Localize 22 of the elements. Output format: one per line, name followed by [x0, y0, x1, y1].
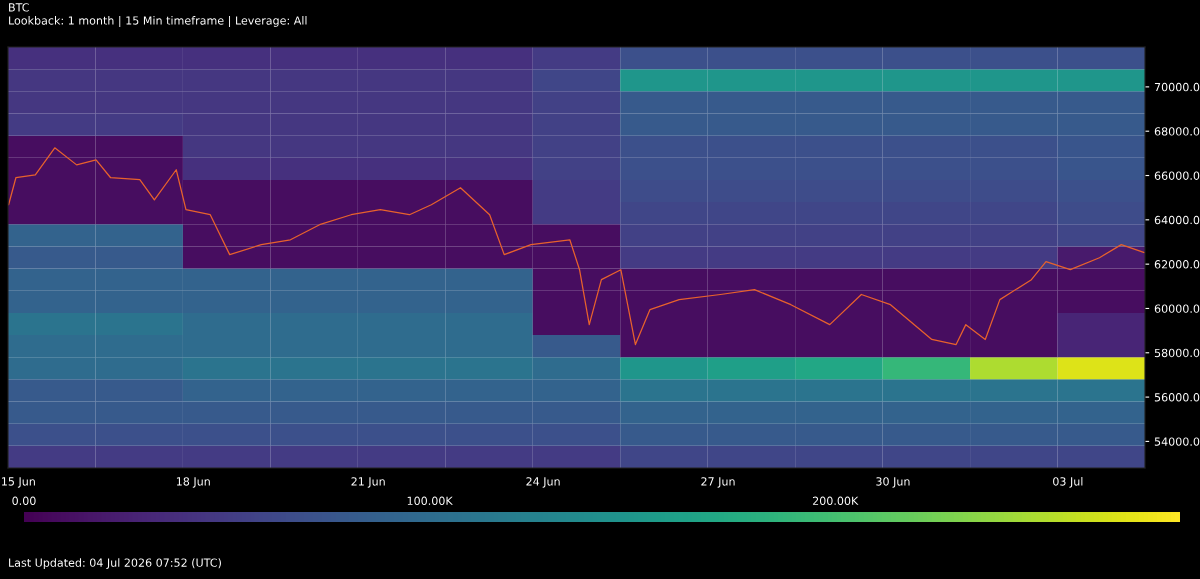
x-tick-label: 24 Jun	[526, 477, 560, 488]
x-tick-label: 15 Jun	[2, 477, 35, 488]
x-tick-label: 03 Jul	[1053, 477, 1083, 488]
y-tick-label: 66000.0	[1154, 171, 1200, 180]
y-tick-label: 62000.0	[1154, 260, 1200, 269]
y-tick-label: 60000.0	[1154, 304, 1200, 313]
x-tick-label: 27 Jun	[701, 477, 735, 488]
text: Last Updated: 04 Jul 2026 07:52 (UTC)	[9, 558, 221, 569]
y-tick-label: 70000.0	[1154, 82, 1200, 92]
y-tick-label: 68000.0	[1154, 127, 1200, 136]
x-tick-label: 18 Jun	[176, 477, 210, 488]
y-tick-label: 54000.0	[1154, 437, 1200, 446]
y-tick-label: 58000.0	[1154, 348, 1200, 358]
y-tick-label: 56000.0	[1154, 393, 1200, 402]
color-bar-label: 0.00	[12, 496, 36, 505]
x-tick-label: 30 Jun	[876, 477, 910, 488]
chart-title: BTC	[9, 3, 29, 12]
y-tick-label: 64000.0	[1154, 215, 1200, 225]
color-bar-label: 100.00K	[407, 496, 453, 505]
chart-subtitle: Lookback: 1 month | 15 Min timeframe | Leverage: All	[9, 16, 307, 28]
color-bar-label: 200.00K	[812, 496, 859, 505]
x-tick-label: 21 Jun	[351, 477, 385, 488]
